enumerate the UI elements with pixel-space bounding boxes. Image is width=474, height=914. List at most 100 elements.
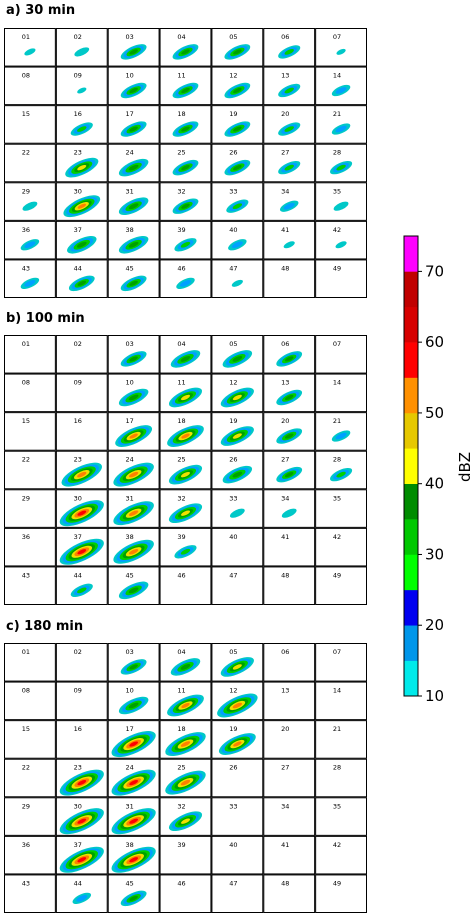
storm-echo (220, 387, 254, 408)
cell-label: 22 (22, 149, 30, 157)
cell-label: 29 (22, 187, 30, 195)
cell-label: 35 (333, 187, 341, 195)
grid-cell (55, 412, 108, 451)
cell-label: 35 (333, 494, 341, 502)
storm-echo (172, 121, 199, 137)
cell-label: 44 (74, 571, 82, 579)
storm-echo (330, 467, 353, 482)
colorbar-band (404, 412, 418, 449)
cell-label: 49 (333, 879, 341, 887)
cell-label: 19 (229, 417, 237, 425)
storm-echo (228, 239, 247, 251)
cell-label: 05 (229, 340, 237, 348)
storm-echo (165, 770, 206, 795)
cell-label: 37 (74, 841, 82, 849)
grid-cell (4, 643, 56, 682)
storm-echo (218, 733, 256, 755)
cell-label: 28 (333, 456, 341, 464)
cell-label: 36 (22, 226, 30, 234)
grid-cell (315, 220, 367, 260)
grid-cell (4, 259, 56, 298)
grid-cell (315, 66, 367, 106)
grid-cell (315, 259, 367, 298)
cell-label: 39 (177, 226, 185, 234)
cell-label: 15 (22, 110, 30, 118)
cell-label: 19 (229, 110, 237, 118)
grid-cell (263, 758, 316, 798)
storm-echo (20, 277, 40, 289)
grid-cell (4, 835, 56, 875)
cell-label: 37 (74, 533, 82, 541)
cell-label: 23 (74, 149, 82, 157)
cell-label: 34 (281, 187, 289, 195)
colorbar-band (404, 660, 418, 697)
panel-b-title: b) 100 min (6, 311, 85, 326)
colorbar-tick-label: 60 (425, 333, 444, 351)
storm-echo (170, 350, 201, 368)
cell-label: 15 (22, 417, 30, 425)
colorbar-band (404, 271, 418, 308)
cell-label: 45 (126, 879, 134, 887)
panel-c-grid: 01 02 03 04 05 06 07 08 09 10 11 12 13 14 15 16 17 18 19 20… (4, 643, 367, 913)
cell-label: 22 (22, 456, 30, 464)
storm-echo (278, 160, 301, 175)
cell-label: 18 (177, 110, 185, 118)
colorbar-label: dBZ (456, 451, 474, 483)
storm-echo (170, 658, 201, 676)
storm-echo (120, 275, 147, 292)
grid-cell (211, 259, 264, 298)
grid-cell (263, 874, 316, 913)
cell-label: 41 (281, 226, 289, 234)
cell-label: 25 (177, 456, 185, 464)
colorbar-band (404, 377, 418, 414)
grid-cell (4, 758, 56, 798)
grid-cell (4, 489, 56, 528)
grid-cell (4, 220, 56, 260)
grid-cell (211, 220, 264, 260)
cell-label: 31 (126, 187, 134, 195)
cell-label: 29 (22, 494, 30, 502)
cell-label: 29 (22, 802, 30, 810)
storm-echo (231, 279, 243, 287)
grid-cell (159, 566, 212, 605)
grid-cell (4, 28, 56, 67)
grid-cell (315, 681, 367, 721)
cell-label: 03 (126, 33, 134, 41)
cell-label: 28 (333, 149, 341, 157)
cell-label: 18 (177, 725, 185, 733)
storm-echo (336, 48, 346, 55)
grid-cell (315, 489, 367, 528)
cell-label: 03 (126, 340, 134, 348)
panel-b-grid: 01 02 03 04 05 06 07 08 09 10 11 12 13 14 15 16 17 18 19 20… (4, 335, 367, 605)
storm-echo (59, 808, 104, 835)
storm-echo (333, 201, 349, 211)
grid-cell (315, 105, 367, 144)
colorbar-tick-label: 50 (425, 404, 444, 422)
cell-label: 24 (126, 149, 134, 157)
grid-cell (263, 412, 316, 451)
storm-echo (172, 44, 199, 60)
cell-label: 02 (74, 33, 82, 41)
storm-echo (59, 846, 104, 873)
cell-label: 13 (281, 687, 289, 695)
storm-echo (168, 503, 203, 524)
grid-cell (4, 566, 56, 605)
cell-label: 46 (177, 571, 185, 579)
grid-cell (4, 874, 56, 913)
cell-label: 30 (74, 187, 82, 195)
cell-label: 16 (74, 110, 82, 118)
cell-label: 09 (74, 379, 82, 387)
storm-echo (224, 44, 251, 60)
cell-label: 02 (74, 648, 82, 656)
cell-label: 37 (74, 226, 82, 234)
cell-label: 01 (22, 648, 30, 656)
colorbar-band (404, 448, 418, 484)
grid-cell (211, 835, 264, 875)
cell-label: 48 (281, 879, 289, 887)
cell-label: 21 (333, 110, 341, 118)
cell-label: 48 (281, 264, 289, 272)
cell-label: 06 (281, 648, 289, 656)
grid-cell (315, 28, 367, 67)
storm-echo (118, 158, 149, 177)
cell-label: 35 (333, 802, 341, 810)
